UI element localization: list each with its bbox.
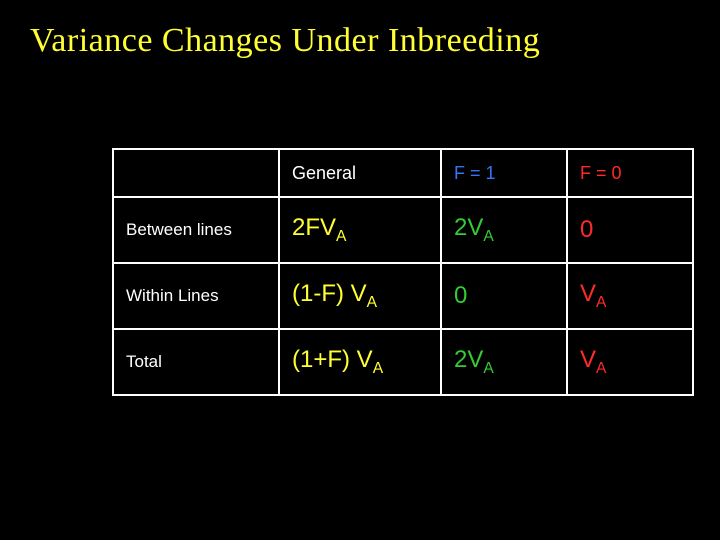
cell-f1: 2VA	[441, 197, 567, 263]
row-label: Within Lines	[113, 263, 279, 329]
cell-f0: VA	[567, 263, 693, 329]
cell-general: (1+F) VA	[279, 329, 441, 395]
cell-general: 2FVA	[279, 197, 441, 263]
table-row: Between lines 2FVA 2VA 0	[113, 197, 693, 263]
slide: Variance Changes Under Inbreeding Genera…	[0, 0, 720, 540]
header-f1: F = 1	[441, 149, 567, 197]
variance-table-container: General F = 1 F = 0 Between lines 2FVA 2…	[112, 148, 694, 396]
slide-title: Variance Changes Under Inbreeding	[30, 22, 540, 60]
header-general: General	[279, 149, 441, 197]
table-header-row: General F = 1 F = 0	[113, 149, 693, 197]
header-blank	[113, 149, 279, 197]
table-row: Total (1+F) VA 2VA VA	[113, 329, 693, 395]
cell-f0: 0	[567, 197, 693, 263]
row-label: Between lines	[113, 197, 279, 263]
cell-f0: VA	[567, 329, 693, 395]
table-row: Within Lines (1-F) VA 0 VA	[113, 263, 693, 329]
variance-table: General F = 1 F = 0 Between lines 2FVA 2…	[112, 148, 694, 396]
cell-f1: 0	[441, 263, 567, 329]
cell-general: (1-F) VA	[279, 263, 441, 329]
header-f0: F = 0	[567, 149, 693, 197]
row-label: Total	[113, 329, 279, 395]
cell-f1: 2VA	[441, 329, 567, 395]
